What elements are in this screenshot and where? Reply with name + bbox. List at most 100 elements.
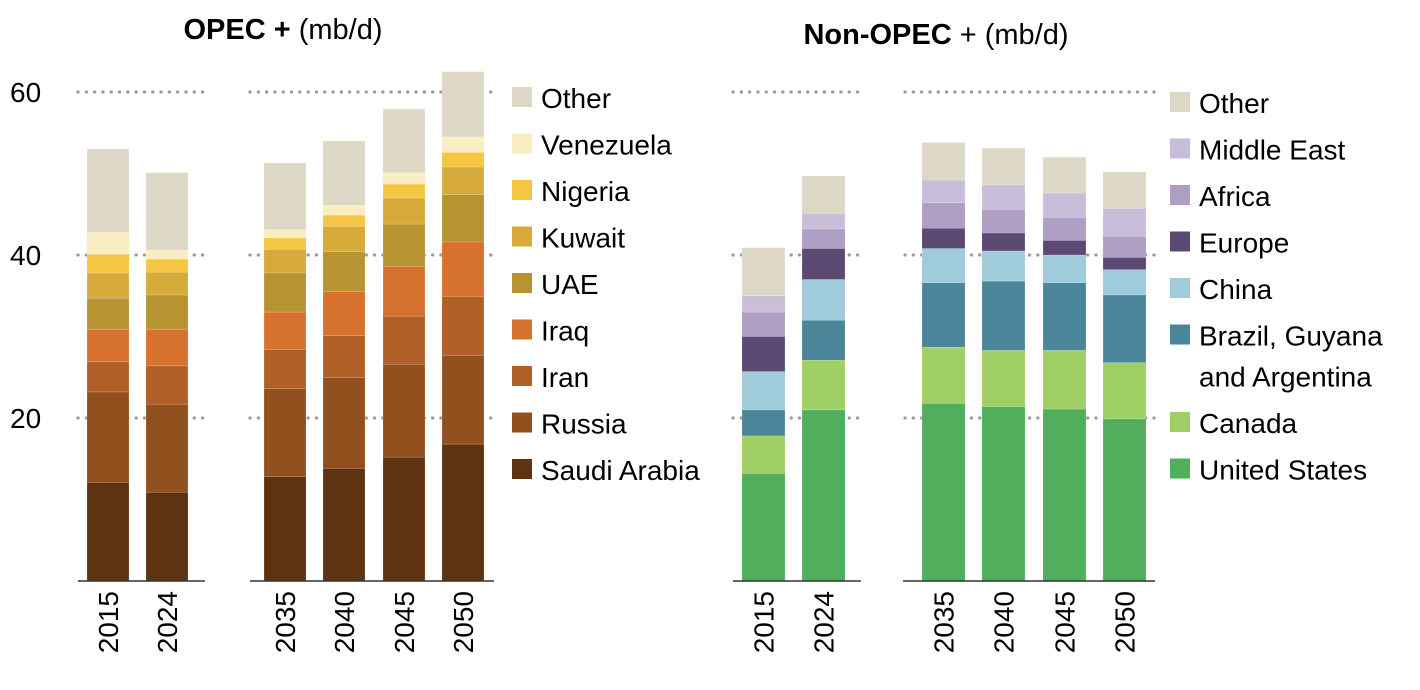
non-opec-x-tick-labels: 2015 2024 2035 2040 2045 2050 — [749, 591, 1141, 653]
x-tick-label-2040: 2040 — [989, 591, 1020, 653]
opec-segment-uae-2050 — [441, 194, 485, 243]
legend-item-uae: UAE — [512, 269, 599, 300]
x-tick-label-2045: 2045 — [1050, 591, 1081, 653]
opec-bar-2035 — [263, 162, 307, 582]
non-segment-middle-east-2024 — [801, 213, 846, 230]
opec-segment-iraq-2050 — [441, 241, 485, 297]
opec-segment-nigeria-2045 — [382, 183, 426, 199]
non-segment-united-states-2024 — [801, 409, 846, 582]
non-bar-2024 — [801, 175, 846, 582]
x-tick-label-2024: 2024 — [152, 591, 183, 653]
legend-label: Middle East — [1199, 135, 1346, 166]
non-segment-united-states-2015 — [741, 473, 786, 582]
opec-y-axis: 20 40 60 — [10, 77, 41, 434]
non-segment-canada-2024 — [801, 359, 846, 411]
opec-segment-venezuela-2050 — [441, 136, 485, 153]
opec-segment-nigeria-2040 — [322, 214, 366, 227]
opec-bar-2040 — [322, 140, 366, 582]
opec-segment-uae-2015 — [86, 297, 130, 330]
opec-segment-nigeria-2024 — [145, 258, 189, 273]
opec-bar-2045 — [382, 108, 426, 582]
opec-segment-russia-2035 — [263, 388, 307, 477]
opec-segment-iran-2024 — [145, 365, 189, 405]
non-segment-middle-east-2040 — [981, 184, 1026, 210]
legend-item-venezuela: Venezuela — [512, 130, 672, 161]
opec-segment-uae-2024 — [145, 294, 189, 330]
y-tick-label: 20 — [10, 403, 41, 434]
non-segment-united-states-2045 — [1042, 408, 1087, 582]
legend-swatch — [1170, 458, 1190, 479]
opec-segment-other-2050 — [441, 71, 485, 138]
opec-bar-2050 — [441, 71, 485, 582]
opec-segment-venezuela-2015 — [86, 231, 130, 255]
opec-segment-other-2045 — [382, 108, 426, 173]
opec-segment-iran-2045 — [382, 315, 426, 365]
opec-segment-iraq-2040 — [322, 291, 366, 336]
non-segment-china-2040 — [981, 250, 1026, 282]
non-segment-brazil-guyana-and-argentina-2045 — [1042, 282, 1087, 351]
non-segment-africa-2045 — [1042, 217, 1087, 241]
non-segment-canada-2050 — [1102, 362, 1147, 420]
x-tick-label-2015: 2015 — [749, 591, 780, 653]
legend-swatch — [512, 133, 532, 154]
non-segment-brazil-guyana-and-argentina-2040 — [981, 280, 1026, 351]
non-segment-other-2015 — [741, 247, 786, 297]
non-opec-bars — [741, 142, 1147, 582]
opec-segment-iran-2015 — [86, 361, 130, 393]
legend-item-europe: Europe — [1170, 228, 1289, 259]
opec-bars — [86, 71, 485, 582]
non-segment-canada-2035 — [921, 346, 966, 404]
legend-swatch — [512, 459, 532, 479]
non-segment-canada-2015 — [741, 435, 786, 474]
opec-segment-uae-2035 — [263, 272, 307, 313]
non-segment-europe-2045 — [1042, 240, 1087, 256]
non-segment-other-2045 — [1042, 156, 1087, 194]
non-segment-brazil-guyana-and-argentina-2050 — [1102, 294, 1147, 363]
opec-x-tick-labels: 2015 2024 2035 2040 2045 2050 — [93, 591, 479, 653]
opec-segment-iraq-2045 — [382, 266, 426, 317]
opec-segment-russia-2015 — [86, 391, 130, 483]
x-tick-label-2035: 2035 — [929, 591, 960, 653]
opec-segment-nigeria-2035 — [263, 237, 307, 250]
legend-swatch — [1170, 412, 1190, 432]
opec-segment-kuwait-2050 — [441, 166, 485, 195]
legend-label: UAE — [541, 269, 599, 300]
legend-label-line2: and Argentina — [1199, 362, 1372, 393]
opec-segment-venezuela-2040 — [322, 204, 366, 216]
opec-segment-russia-2050 — [441, 354, 485, 445]
non-segment-europe-2040 — [981, 232, 1026, 252]
opec-segment-venezuela-2035 — [263, 229, 307, 239]
legend-label: Brazil, Guyana — [1199, 321, 1383, 352]
non-segment-united-states-2050 — [1102, 418, 1147, 582]
legend-label: Iraq — [541, 316, 589, 347]
opec-segment-saudi-arabia-2045 — [382, 456, 426, 582]
y-tick-label: 40 — [10, 240, 41, 271]
opec-segment-russia-2024 — [145, 403, 189, 493]
legend-item-other: Other — [1170, 88, 1269, 119]
legend-label: Other — [541, 83, 611, 114]
opec-segment-venezuela-2045 — [382, 172, 426, 185]
non-bar-2050 — [1102, 171, 1147, 582]
legend-item-brazil-guyana: Brazil, Guyana and Argentina — [1170, 321, 1383, 393]
opec-segment-kuwait-2015 — [86, 272, 130, 299]
opec-segment-uae-2040 — [322, 251, 366, 292]
non-segment-middle-east-2035 — [921, 179, 966, 204]
non-segment-canada-2040 — [981, 350, 1026, 407]
non-segment-canada-2045 — [1042, 350, 1087, 410]
opec-segment-kuwait-2045 — [382, 197, 426, 225]
non-segment-africa-2035 — [921, 202, 966, 229]
legend-swatch — [1170, 324, 1190, 345]
non-opec-title: Non-OPEC + (mb/d) — [803, 19, 1068, 51]
opec-segment-kuwait-2040 — [322, 226, 366, 253]
legend-label: Canada — [1199, 408, 1298, 439]
non-bar-2035 — [921, 142, 966, 582]
opec-segment-nigeria-2050 — [441, 152, 485, 168]
non-segment-brazil-guyana-and-argentina-2015 — [741, 409, 786, 437]
opec-segment-iraq-2035 — [263, 311, 307, 350]
opec-segment-nigeria-2015 — [86, 253, 130, 274]
non-bar-2015 — [741, 247, 786, 582]
opec-segment-saudi-arabia-2040 — [322, 468, 366, 582]
legend-item-other: Other — [512, 83, 611, 114]
opec-segment-saudi-arabia-2050 — [441, 443, 485, 582]
legend-swatch — [512, 319, 532, 340]
